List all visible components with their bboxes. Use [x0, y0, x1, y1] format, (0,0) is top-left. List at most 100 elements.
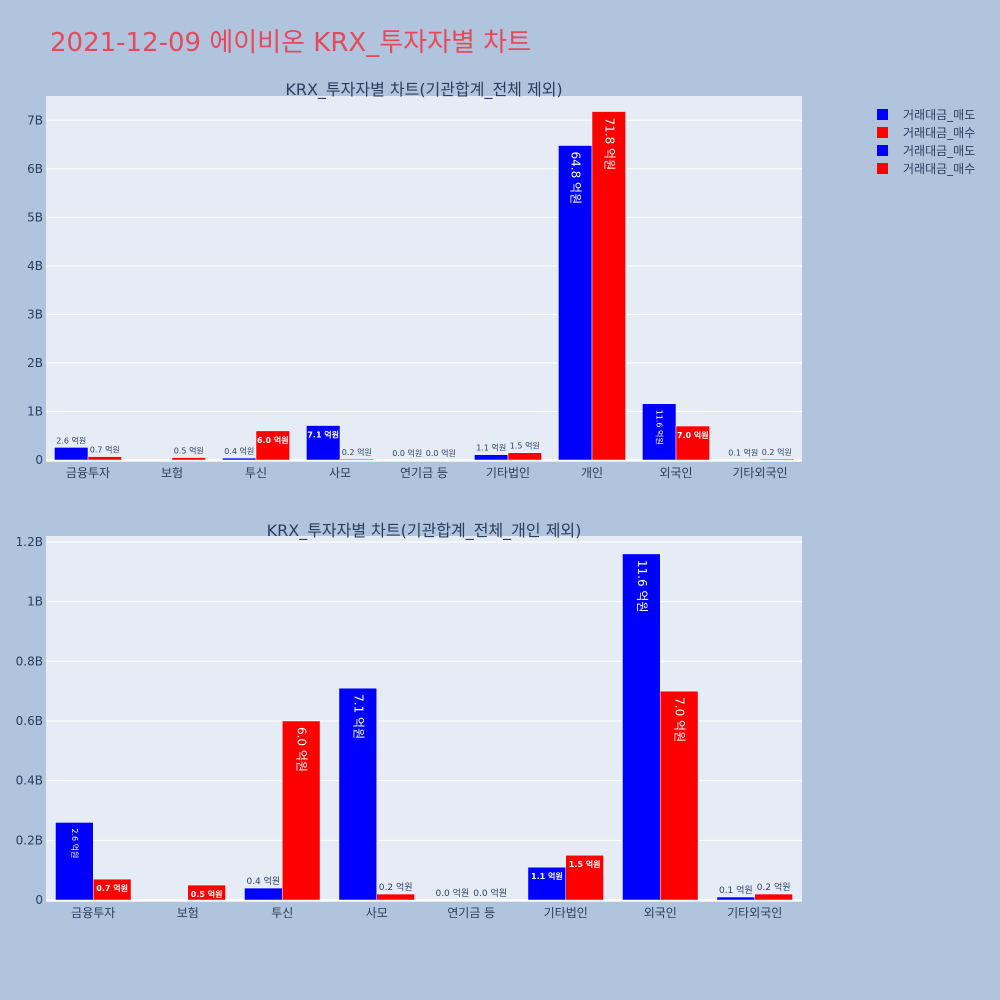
bar-buy [339, 458, 374, 461]
x-tick-label: 외국인 [644, 906, 677, 920]
bar-buy [93, 878, 132, 901]
data-label: 0.0 억원 [426, 448, 456, 458]
data-label: 11.6 억원 [635, 560, 649, 613]
page-title: 2021-12-09 에이비온 KRX_투자자별 차트 [50, 28, 532, 58]
x-tick-label: 연기금 등 [447, 906, 495, 920]
bar-buy [565, 854, 604, 901]
x-tick-label: 기타법인 [486, 466, 530, 480]
bar-sell [527, 866, 567, 901]
bar-sell [622, 553, 661, 901]
data-label: 0.5 억원 [191, 889, 223, 899]
data-label: 0.7 억원 [96, 883, 128, 893]
data-label: 0.2 억원 [762, 447, 792, 457]
legend-swatch [877, 145, 888, 156]
bar-buy [171, 457, 206, 461]
legend-label: 거래대금_매수 [903, 126, 975, 140]
chart-top: 0 1B 2B 3B 4B 5B 6B 7B KRX_투자자별 차트(기관합계_전체 제외) 금융… [27, 80, 802, 480]
y-tick-label: 0.6B [16, 714, 43, 728]
bar-buy [591, 111, 626, 461]
data-label: 6.0 억원 [257, 435, 289, 445]
x-tick-label: 투신 [271, 906, 293, 920]
legend-swatch [877, 163, 888, 174]
bar-buy [507, 452, 542, 461]
data-label: 7.0 억원 [673, 697, 687, 742]
legend-label: 거래대금_매수 [903, 162, 975, 176]
y-tick-label: 4B [27, 259, 43, 273]
data-label: 0.5 억원 [174, 446, 204, 456]
x-tick-label: 금융투자 [71, 906, 115, 920]
x-tick-label: 보험 [177, 906, 199, 920]
data-label: 0.2 억원 [757, 881, 791, 893]
y-tick-label: 0.2B [16, 833, 43, 847]
data-label: 0.0 억원 [473, 887, 507, 899]
x-tick-label: 사모 [366, 906, 388, 920]
x-tick-label: 금융투자 [66, 466, 110, 480]
x-tick-label: 보험 [161, 466, 183, 480]
bar-sell [558, 145, 593, 461]
data-label: 1.1 억원 [476, 443, 506, 453]
chart-title: KRX_투자자별 차트(기관합계_전체 제외) [285, 80, 562, 100]
bar-sell [642, 403, 677, 461]
x-tick-label: 연기금 등 [400, 466, 448, 480]
y-tick-label: 5B [27, 210, 43, 224]
legend-swatch [877, 109, 888, 120]
bar-buy [376, 893, 415, 901]
legend-label: 거래대금_매도 [903, 144, 975, 158]
y-tick-label: 6B [27, 162, 43, 176]
y-tick-label: 1B [27, 595, 43, 609]
bar-sell [474, 454, 509, 461]
bar-buy [187, 884, 226, 901]
legend-swatch [877, 127, 888, 138]
bar-buy [754, 893, 793, 901]
data-label: 0.1 억원 [728, 448, 758, 458]
data-label: 2.6 억원 [56, 435, 86, 445]
data-label: 1.5 억원 [510, 441, 540, 451]
data-label: 71.8 억원 [602, 118, 616, 171]
data-label: 7.0 억원 [677, 430, 709, 440]
data-label: 7.1 억원 [307, 430, 339, 440]
bar-buy [255, 430, 290, 461]
data-label: 64.8 억원 [569, 152, 583, 205]
data-label: 7.1 억원 [351, 694, 365, 739]
data-label: 0.7 억원 [90, 445, 120, 455]
bar-buy [660, 690, 699, 901]
x-tick-label: 투신 [245, 466, 267, 480]
data-label: 1.1 억원 [531, 871, 563, 881]
y-tick-label: 0.8B [16, 654, 43, 668]
data-label: 0.0 억원 [435, 887, 469, 899]
y-tick-label: 1B [27, 404, 43, 418]
y-tick-label: 2B [27, 356, 43, 370]
data-label: 0.1 억원 [719, 884, 753, 896]
x-tick-label: 기타외국인 [732, 466, 787, 480]
data-label: 0.4 억원 [246, 875, 280, 887]
bar-buy [675, 425, 710, 461]
bar-buy [87, 456, 122, 461]
bar-sell [306, 425, 341, 461]
x-tick-label: 외국인 [659, 466, 692, 480]
bar-buy [282, 720, 321, 901]
data-label: 0.4 억원 [224, 446, 254, 456]
y-tick-label: 0 [35, 893, 43, 907]
plot-area [46, 96, 802, 462]
data-label: 11.6 억원 [655, 410, 665, 445]
bar-sell [55, 822, 94, 901]
bar-sell [338, 687, 378, 901]
x-tick-label: 기타법인 [544, 906, 588, 920]
bar-sell [222, 457, 257, 461]
bar-buy [759, 458, 794, 461]
data-label: 0.2 억원 [379, 881, 413, 893]
y-tick-label: 3B [27, 307, 43, 321]
bar-sell [54, 447, 89, 461]
chart-title: KRX_투자자별 차트(기관합계_전체_개인 제외) [267, 521, 582, 541]
data-label: 0.2 억원 [342, 447, 372, 457]
y-tick-label: 1.2B [16, 535, 43, 549]
x-tick-label: 기타외국인 [727, 906, 782, 920]
chart-bottom: 0 0.2B 0.4B 0.6B 0.8B 1B 1.2B KRX_투자자별 차트(기관합계_… [16, 521, 802, 920]
y-tick-label: 0.4B [16, 774, 43, 788]
legend-label: 거래대금_매도 [903, 108, 975, 122]
bar-sell [716, 896, 756, 901]
y-tick-label: 7B [27, 113, 43, 127]
x-tick-label: 사모 [329, 466, 351, 480]
